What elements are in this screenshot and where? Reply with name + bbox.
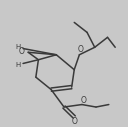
Text: O: O	[19, 46, 25, 55]
Text: H: H	[15, 62, 21, 68]
Text: H: H	[15, 44, 21, 50]
Text: O: O	[80, 96, 86, 105]
Text: O: O	[78, 45, 84, 54]
Text: O: O	[72, 117, 78, 126]
